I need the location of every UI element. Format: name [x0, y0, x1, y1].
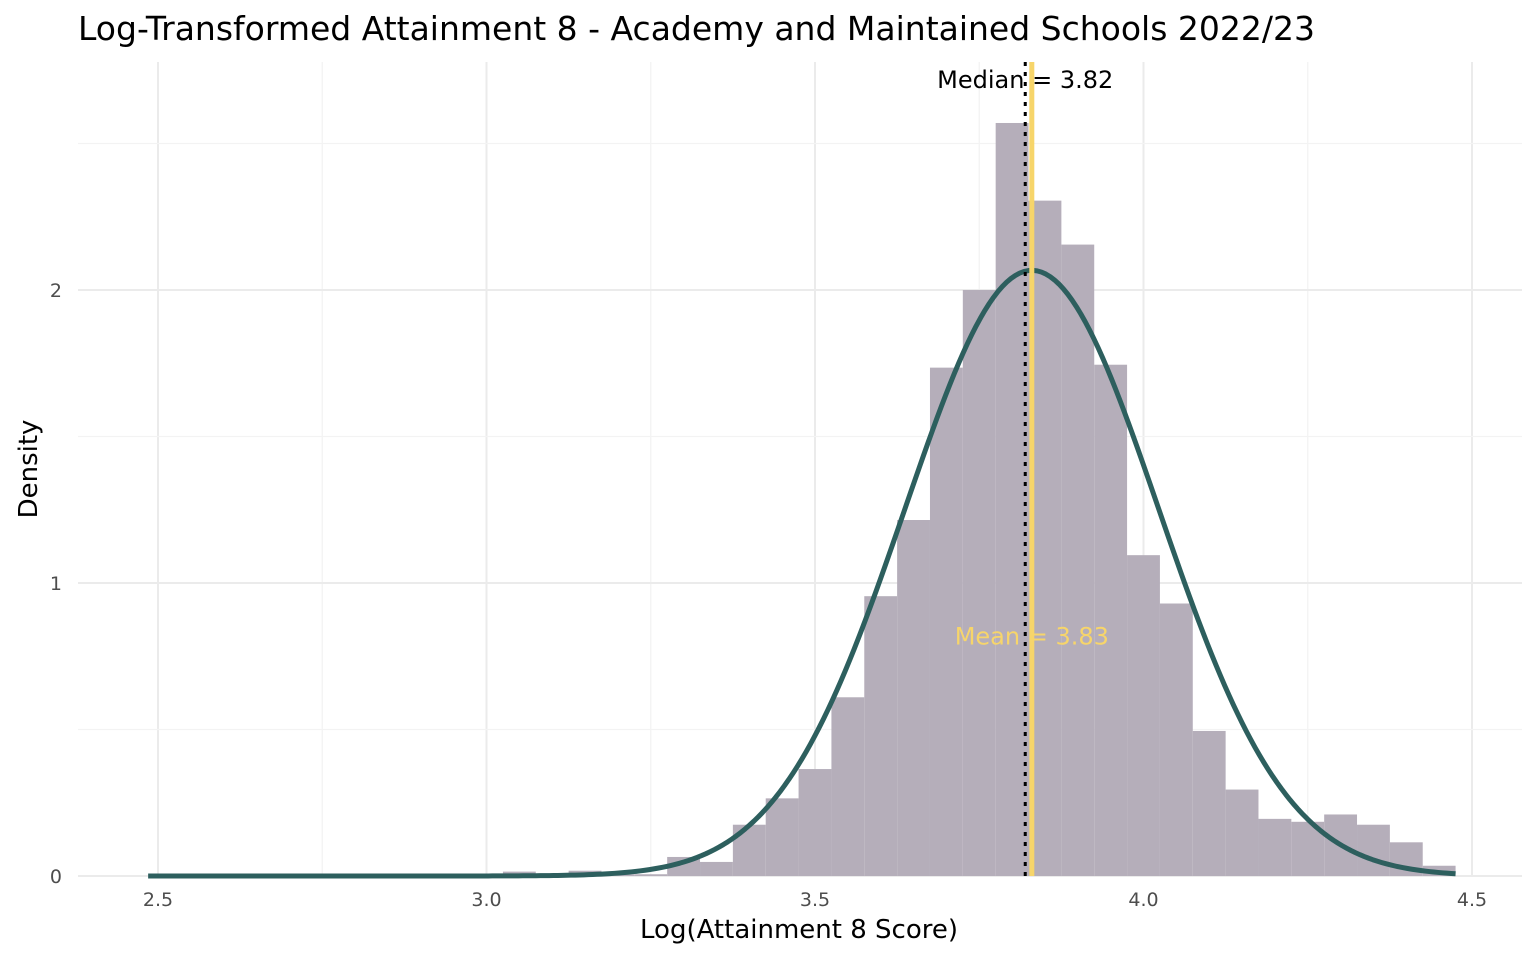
histogram-bar [1159, 603, 1193, 876]
histogram-bar [798, 769, 832, 876]
histogram-bar [897, 520, 930, 876]
x-tick-label: 3.0 [471, 889, 501, 911]
histogram-bar [1192, 730, 1226, 876]
reference-lines: Median = 3.82 Mean = 3.83 [937, 62, 1113, 876]
histogram-bar [765, 798, 799, 876]
histogram-bar [1225, 789, 1259, 876]
normal-curve [148, 267, 1456, 879]
normal-density-curve [148, 267, 1456, 879]
chart-title: Log-Transformed Attainment 8 - Academy a… [78, 9, 1315, 48]
histogram-bar [1258, 818, 1292, 876]
x-tick-label: 4.0 [1128, 889, 1158, 911]
histogram-bar [995, 122, 1029, 877]
x-tick-label: 4.5 [1457, 889, 1487, 911]
median-label: Median = 3.82 [937, 66, 1113, 94]
histogram-bar [962, 290, 996, 876]
histogram-bar [864, 596, 898, 876]
histogram-bar [1357, 824, 1390, 876]
y-tick-label: 2 [50, 280, 62, 302]
y-axis-ticks: 0 1 2 [50, 280, 62, 888]
y-tick-label: 1 [50, 573, 62, 595]
x-axis-title: Log(Attainment 8 Score) [640, 915, 958, 945]
histogram-bar [929, 367, 963, 876]
x-tick-label: 2.5 [143, 889, 173, 911]
histogram-bar [831, 697, 865, 876]
histogram-bar [1127, 555, 1160, 876]
x-axis-ticks: 2.5 3.0 3.5 4.0 4.5 [143, 889, 1487, 911]
histogram-bar [1094, 364, 1128, 876]
y-axis-title: Density [14, 420, 44, 519]
mean-label: Mean = 3.83 [955, 623, 1109, 651]
x-tick-label: 3.5 [800, 889, 830, 911]
histogram-bar [634, 874, 668, 876]
histogram-bar [1061, 244, 1095, 876]
y-tick-label: 0 [50, 866, 62, 888]
histogram-bar [700, 861, 733, 876]
